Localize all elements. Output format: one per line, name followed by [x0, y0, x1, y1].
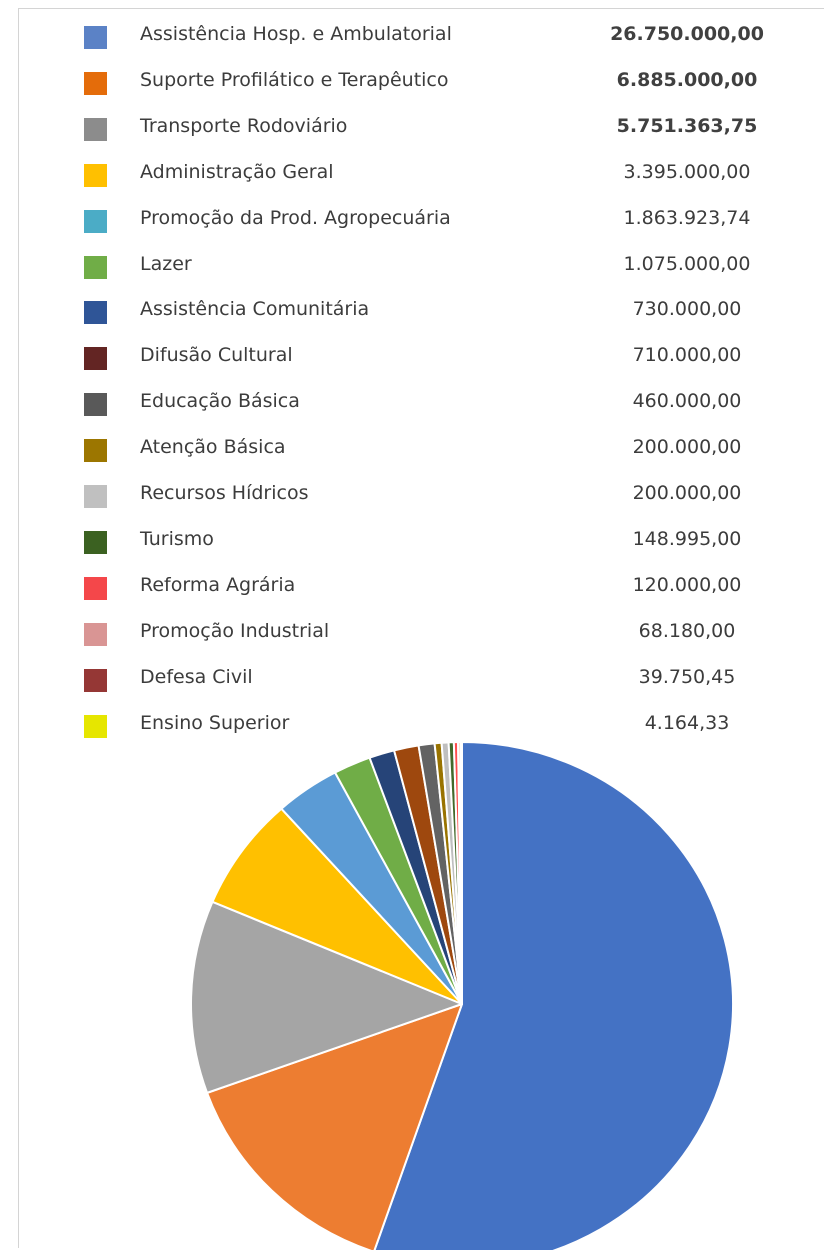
pie-slice — [373, 741, 734, 1250]
legend-swatch — [84, 439, 107, 463]
legend-entry: Promoção Industrial 68.180,00 — [0, 607, 827, 653]
chart-frame — [18, 8, 824, 1248]
legend-value: 5.751.363,75 — [616, 114, 758, 137]
legend-value: 200.000,00 — [632, 436, 742, 459]
legend-label: Promoção Industrial — [140, 619, 330, 642]
legend-value: 120.000,00 — [632, 573, 742, 596]
legend-value: 6.885.000,00 — [616, 68, 758, 91]
legend-entry: Suporte Profilático e Terapêutico 6.885.0… — [0, 56, 827, 102]
legend-value: 1.075.000,00 — [623, 252, 751, 275]
legend-entry: Turismo 148.995,00 — [0, 515, 827, 561]
legend-swatch — [84, 26, 107, 49]
legend-label: Recursos Hídricos — [140, 482, 309, 504]
legend-swatch — [84, 668, 107, 692]
legend-swatch — [84, 622, 107, 646]
legend-label: Assistência Comunitária — [140, 298, 370, 321]
legend-entry: Recursos Hídricos 200.000,00 — [0, 469, 827, 515]
legend-entry: Assistência Comunitária 730.000,00 — [0, 285, 827, 331]
pie-slice — [211, 807, 463, 1005]
legend-swatch — [84, 71, 107, 95]
legend-entry: Ensino Superior 4.164,33 — [0, 699, 827, 745]
legend-swatch — [84, 117, 107, 141]
legend-swatch — [84, 163, 107, 187]
legend-label: Turismo — [140, 527, 214, 550]
legend-value: 26.750.000,00 — [610, 23, 764, 45]
legend-entry: Educação Básica 460.000,00 — [0, 377, 827, 423]
legend-label: Reforma Agrária — [140, 573, 296, 596]
legend-label: Educação Básica — [140, 390, 300, 413]
chart-legend: Assistência Hosp. e Ambulatorial 26.750.0… — [0, 10, 827, 745]
legend-swatch — [84, 530, 107, 554]
legend-value: 710.000,00 — [632, 344, 742, 367]
legend-entry: Atenção Básica 200.000,00 — [0, 423, 827, 469]
legend-swatch — [84, 393, 107, 417]
legend-label: Assistência Hosp. e Ambulatorial — [140, 23, 452, 45]
legend-value: 4.164,33 — [644, 711, 730, 734]
legend-label: Ensino Superior — [140, 711, 290, 734]
legend-value: 68.180,00 — [638, 619, 736, 642]
legend-entry: Defesa Civil 39.750,45 — [0, 653, 827, 699]
legend-label: Difusão Cultural — [140, 344, 293, 367]
legend-swatch — [84, 347, 107, 371]
legend-swatch — [84, 209, 107, 233]
legend-swatch — [84, 714, 107, 738]
legend-swatch — [84, 255, 107, 279]
legend-entry: Transporte Rodoviário 5.751.363,75 — [0, 102, 827, 148]
legend-value: 1.863.923,74 — [623, 206, 751, 229]
legend-swatch — [84, 576, 107, 600]
legend-swatch — [84, 301, 107, 325]
legend-entry: Assistência Hosp. e Ambulatorial 26.750.0… — [0, 10, 827, 56]
pie-slice — [190, 900, 463, 1094]
legend-entry: Difusão Cultural 710.000,00 — [0, 331, 827, 377]
legend-label: Administração Geral — [140, 160, 334, 183]
legend-label: Atenção Básica — [140, 436, 286, 459]
legend-label: Lazer — [140, 252, 192, 275]
legend-value: 3.395.000,00 — [623, 160, 751, 183]
legend-value: 200.000,00 — [632, 482, 742, 504]
legend-entry: Promoção da Prod. Agropecuária 1.863.923,… — [0, 194, 827, 240]
legend-label: Suporte Profilático e Terapêutico — [140, 68, 449, 91]
legend-label: Defesa Civil — [140, 665, 253, 688]
legend-label: Promoção da Prod. Agropecuária — [140, 206, 451, 229]
legend-entry: Lazer 1.075.000,00 — [0, 240, 827, 286]
pie-slice — [206, 1003, 463, 1250]
legend-label: Transporte Rodoviário — [140, 114, 348, 137]
legend-value: 39.750,45 — [638, 665, 736, 688]
legend-value: 460.000,00 — [632, 390, 742, 413]
legend-value: 730.000,00 — [632, 298, 742, 321]
legend-entry: Administração Geral 3.395.000,00 — [0, 148, 827, 194]
legend-entry: Reforma Agrária 120.000,00 — [0, 561, 827, 607]
legend-value: 148.995,00 — [632, 527, 742, 550]
legend-swatch — [84, 485, 107, 508]
